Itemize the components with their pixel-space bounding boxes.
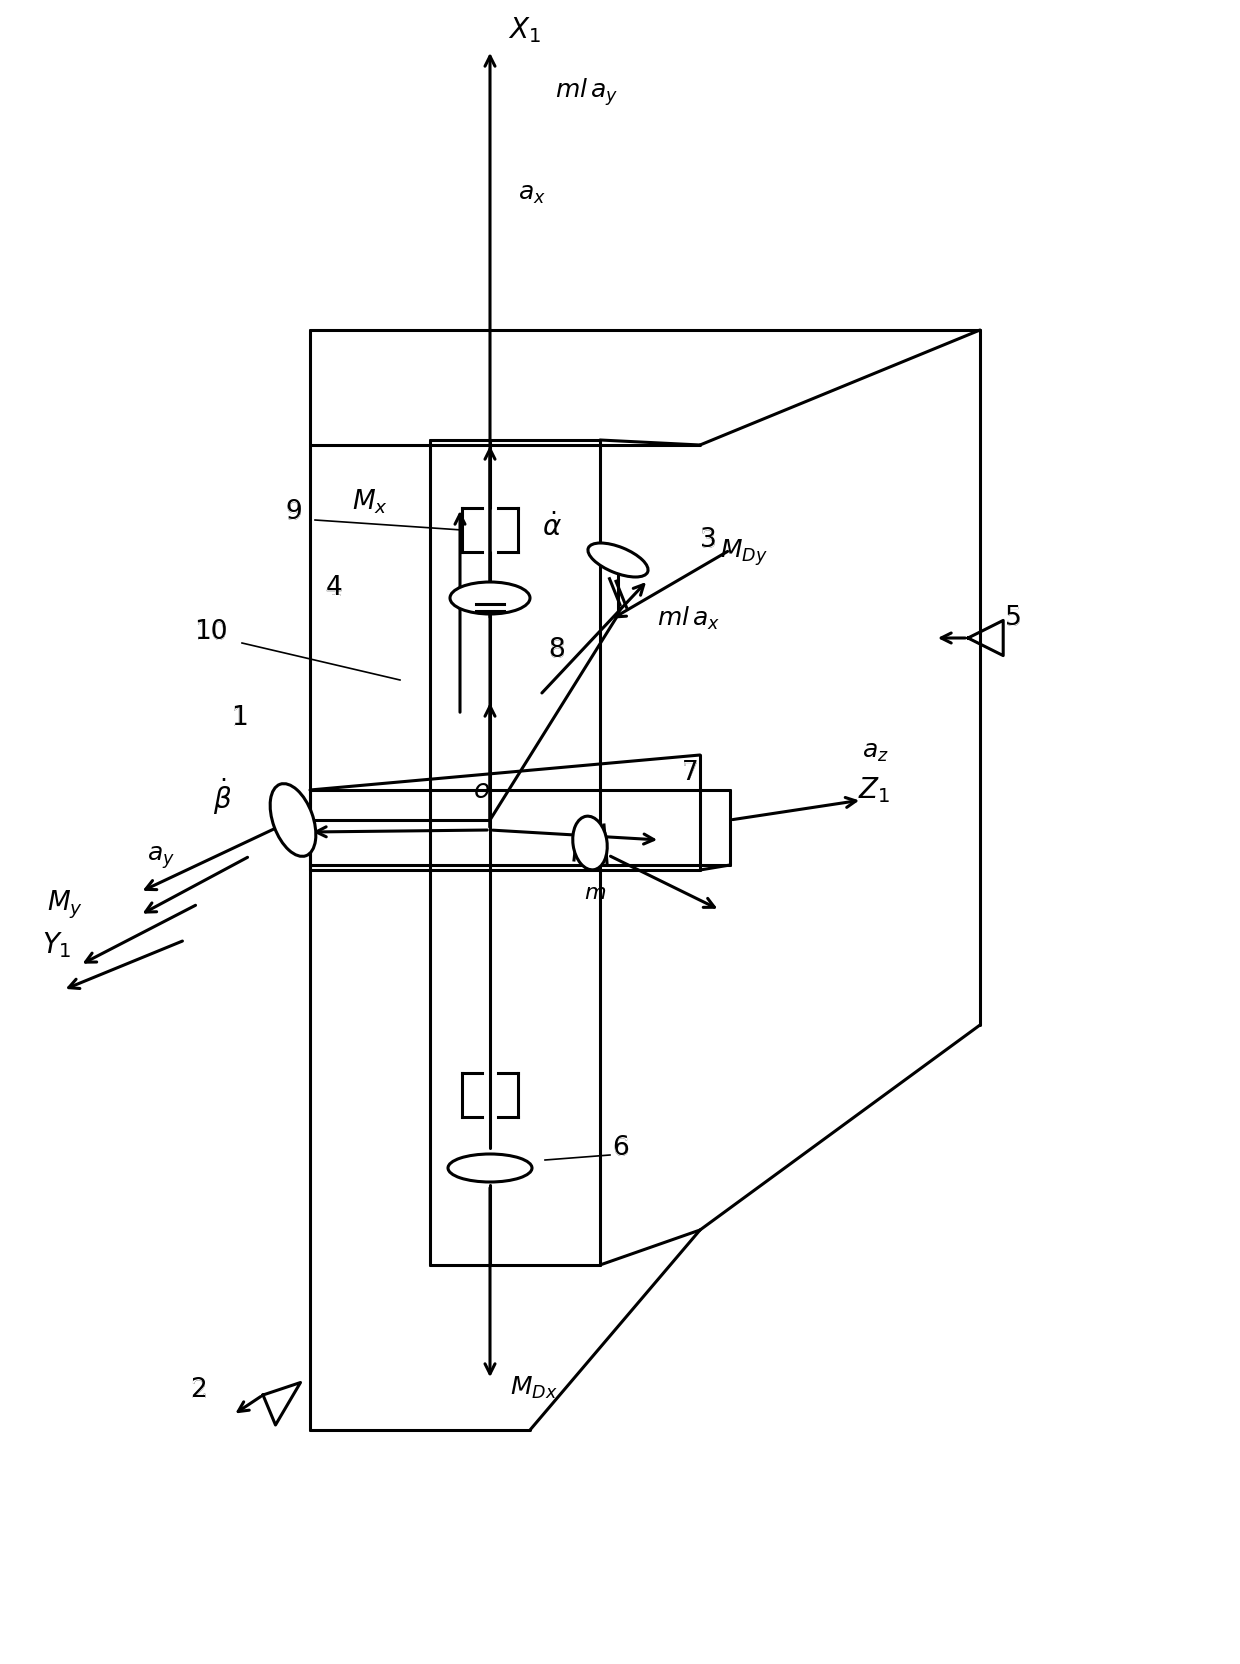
Text: $M_{Dx}$: $M_{Dx}$ <box>510 1374 558 1401</box>
Text: $a_y$: $a_y$ <box>148 845 175 872</box>
Text: 3: 3 <box>701 527 717 552</box>
Text: 5: 5 <box>1004 606 1022 631</box>
Text: $\dot{\alpha}$: $\dot{\alpha}$ <box>542 514 562 542</box>
Text: $\dot{\beta}$: $\dot{\beta}$ <box>213 777 232 817</box>
Text: 7: 7 <box>682 760 699 785</box>
Text: 10: 10 <box>195 619 228 644</box>
Text: 10: 10 <box>195 619 228 646</box>
Text: 2: 2 <box>190 1378 207 1403</box>
Text: $Y_1$: $Y_1$ <box>42 930 72 960</box>
Text: 3: 3 <box>701 527 717 552</box>
Text: 8: 8 <box>548 637 564 662</box>
Text: 4: 4 <box>325 576 342 601</box>
Text: $M_x$: $M_x$ <box>352 488 388 516</box>
Text: 3: 3 <box>701 527 717 552</box>
Text: 9: 9 <box>285 499 303 524</box>
Text: $M_y$: $M_y$ <box>47 889 83 922</box>
Text: 2: 2 <box>190 1378 207 1403</box>
Text: $a_x$: $a_x$ <box>518 183 546 206</box>
Text: 4: 4 <box>325 576 342 601</box>
Text: $X_1$: $X_1$ <box>508 15 541 45</box>
Text: 6: 6 <box>613 1135 629 1161</box>
Ellipse shape <box>573 815 608 870</box>
Text: 9: 9 <box>285 499 303 524</box>
Text: $ml\,a_x$: $ml\,a_x$ <box>657 604 720 632</box>
Text: $ml\,a_y$: $ml\,a_y$ <box>556 77 619 108</box>
Text: $a_z$: $a_z$ <box>862 740 889 764</box>
Text: 7: 7 <box>682 760 699 785</box>
Text: 5: 5 <box>1004 606 1022 631</box>
Text: 1: 1 <box>231 706 248 730</box>
Text: $o$: $o$ <box>474 777 490 802</box>
Text: $Z_1$: $Z_1$ <box>858 775 890 805</box>
Text: 6: 6 <box>613 1135 629 1160</box>
Text: 2: 2 <box>190 1378 207 1403</box>
Ellipse shape <box>450 582 529 614</box>
Ellipse shape <box>448 1155 532 1181</box>
Text: 7: 7 <box>682 760 699 785</box>
Text: 1: 1 <box>231 706 248 730</box>
Text: 10: 10 <box>195 619 228 644</box>
Text: 9: 9 <box>285 499 303 526</box>
Text: $M_{Dy}$: $M_{Dy}$ <box>720 537 768 569</box>
Text: $m$: $m$ <box>584 882 606 904</box>
Text: 4: 4 <box>325 576 342 601</box>
Text: 8: 8 <box>548 637 564 662</box>
Text: 5: 5 <box>1004 606 1022 631</box>
Ellipse shape <box>588 542 649 577</box>
Text: 1: 1 <box>231 706 248 730</box>
Ellipse shape <box>270 784 316 857</box>
Text: 8: 8 <box>548 637 564 662</box>
Text: 6: 6 <box>613 1135 629 1160</box>
